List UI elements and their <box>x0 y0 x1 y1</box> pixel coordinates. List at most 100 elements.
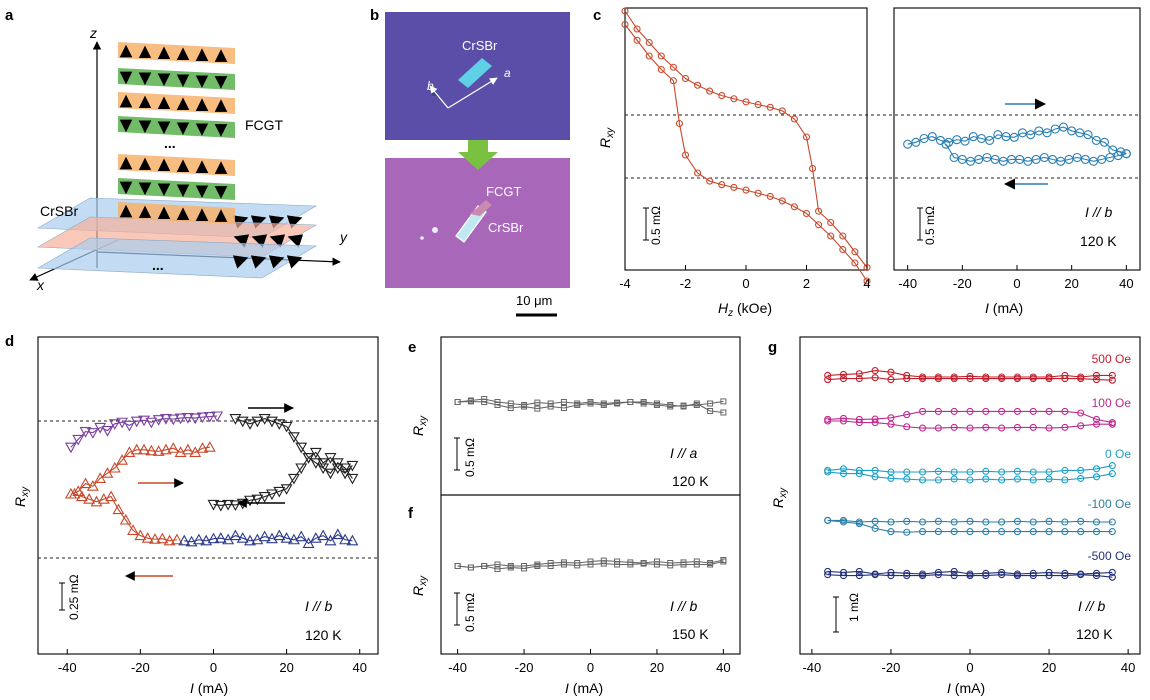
schematic-axis-z: z <box>89 25 97 41</box>
g-series-3-up-point-7 <box>934 517 942 525</box>
d-series-1-point-19 <box>346 460 359 472</box>
crsbr-spin-0-0 <box>232 215 249 229</box>
g-series-4-up-point-0 <box>824 567 832 575</box>
g-series-0-down-line <box>827 377 1113 381</box>
g-series-3-down-point-15 <box>1061 528 1069 536</box>
g-series-3-up-point-3 <box>871 517 879 525</box>
annotation-temp-f: 150 K <box>672 626 709 642</box>
d-series-2-point-10 <box>302 453 315 464</box>
d-series-5-point-22 <box>339 533 352 545</box>
c2-series-1-point-7 <box>1064 154 1074 164</box>
d-series-5-point-5 <box>214 532 227 543</box>
g-series-0-up-point-9 <box>966 372 974 380</box>
plot-f-data <box>454 557 727 572</box>
c2-series-1-point-10 <box>1039 152 1049 163</box>
g-series-1-up-point-15 <box>1061 407 1069 415</box>
g-series-4-down-point-16 <box>1077 571 1085 579</box>
g-ticklabel-3: 20 <box>1042 660 1056 675</box>
g-series-3-down-line <box>827 519 1113 533</box>
g-series-0-up-point-2 <box>855 370 863 378</box>
d-series-2-point-6 <box>273 419 286 430</box>
e-series-1-point-2 <box>481 399 488 405</box>
c2-series-1-point-11 <box>1031 154 1041 164</box>
g-series-3-down-point-3 <box>871 524 879 532</box>
d-series-4-point-4 <box>97 493 110 504</box>
c1-series-1-point-14 <box>778 197 786 205</box>
c1-series-1-point-18 <box>827 232 835 240</box>
c1-series-1-point-2 <box>645 52 653 60</box>
c2-series-0-point-21 <box>1075 128 1085 138</box>
g-series-3-down-point-11 <box>998 528 1006 536</box>
c1-series-1-point-7 <box>694 169 702 177</box>
g-series-0-down-point-2 <box>855 375 863 383</box>
c2-series-0-point-1 <box>911 137 921 147</box>
transfer-arrow <box>458 140 498 170</box>
g-series-3-down-point-10 <box>982 528 990 536</box>
x-axis-label-f: I (mA) <box>565 680 603 696</box>
d-series-3-point-12 <box>152 445 165 456</box>
g-series-1-down-point-2 <box>855 419 863 427</box>
annotation-current-f: I // b <box>670 598 697 614</box>
g-series-2-down-point-15 <box>1061 476 1069 484</box>
g-series-2-down-point-4 <box>887 474 895 482</box>
d-series-1-point-6 <box>251 494 264 506</box>
g-series-1-up-point-12 <box>1013 407 1021 415</box>
d-series-5-point-7 <box>229 529 242 541</box>
c1-series-0-point-6 <box>694 81 702 89</box>
c2-series-0-point-22 <box>1083 130 1093 140</box>
e-series-1-line <box>457 400 724 414</box>
x-ticks-c1: -4 -2 0 2 4 <box>619 265 871 291</box>
g-series-2-up-point-10 <box>982 467 990 475</box>
g-series-0-up-point-4 <box>887 368 895 376</box>
c1-series-1-point-11 <box>742 186 750 194</box>
plot-frame-e <box>440 336 741 496</box>
d-series-4-point-9 <box>134 529 147 541</box>
c1-series-0-point-17 <box>815 207 823 215</box>
g-series-3-up-point-15 <box>1061 518 1069 526</box>
micrograph-label-crsbr-top: CrSBr <box>462 38 498 53</box>
d-series-0-point-1 <box>72 434 85 446</box>
g-series-2-down-point-2 <box>855 470 863 478</box>
g-series-0-down-point-13 <box>1029 375 1037 383</box>
d-series-1-point-7 <box>258 492 271 503</box>
annotation-temp-e: 120 K <box>672 473 709 489</box>
g-series-3-up-line <box>827 519 1113 523</box>
c2-series-1-point-8 <box>1056 156 1066 166</box>
e-series-1-point-14 <box>640 399 647 405</box>
g-series-3-up-point-10 <box>982 518 990 526</box>
g-series-4-up-point-8 <box>950 567 958 575</box>
c2-series-1-point-15 <box>998 156 1008 166</box>
annotation-temp-c: 120 K <box>1080 233 1117 249</box>
c2-series-0-point-5 <box>944 137 954 147</box>
g-series-1-down-point-16 <box>1077 422 1085 430</box>
d-series-0-point-15 <box>174 413 187 425</box>
d-series-1-point-16 <box>324 453 337 464</box>
d-series-4-point-14 <box>170 533 183 545</box>
d-series-0-point-2 <box>79 427 92 438</box>
c2-series-1-point-17 <box>982 152 992 163</box>
d-series-0-point-3 <box>86 428 99 439</box>
g-series-2-down-point-10 <box>982 475 990 483</box>
e-series-0-point-8 <box>560 399 567 405</box>
g-series-1-down-point-11 <box>998 424 1006 432</box>
d-series-1-point-8 <box>266 489 278 501</box>
d-series-1-point-15 <box>317 458 330 469</box>
c1-ticklabel-3: 2 <box>803 276 810 291</box>
d-series-0-point-8 <box>123 420 136 432</box>
c2-series-1-point-12 <box>1023 156 1033 166</box>
d-series-1-point-17 <box>331 463 344 475</box>
micrograph-axis-a: a <box>504 66 511 80</box>
d-series-5-point-1 <box>185 535 198 547</box>
d-series-4-point-12 <box>156 532 169 544</box>
c1-series-0-line <box>624 10 868 268</box>
c2-series-1-point-5 <box>1080 154 1090 164</box>
f-series-1-line <box>457 560 724 570</box>
g-series-4-down-point-9 <box>966 572 974 580</box>
c1-series-0-point-18 <box>827 218 835 227</box>
c2-series-0-point-11 <box>993 130 1003 140</box>
panel-label-d: d <box>5 333 14 350</box>
x-ticks-d: -40 -20 0 20 40 <box>58 649 367 675</box>
g-series-label-3: -100 Oe <box>1088 497 1132 511</box>
g-series-0-down-point-1 <box>839 375 848 383</box>
